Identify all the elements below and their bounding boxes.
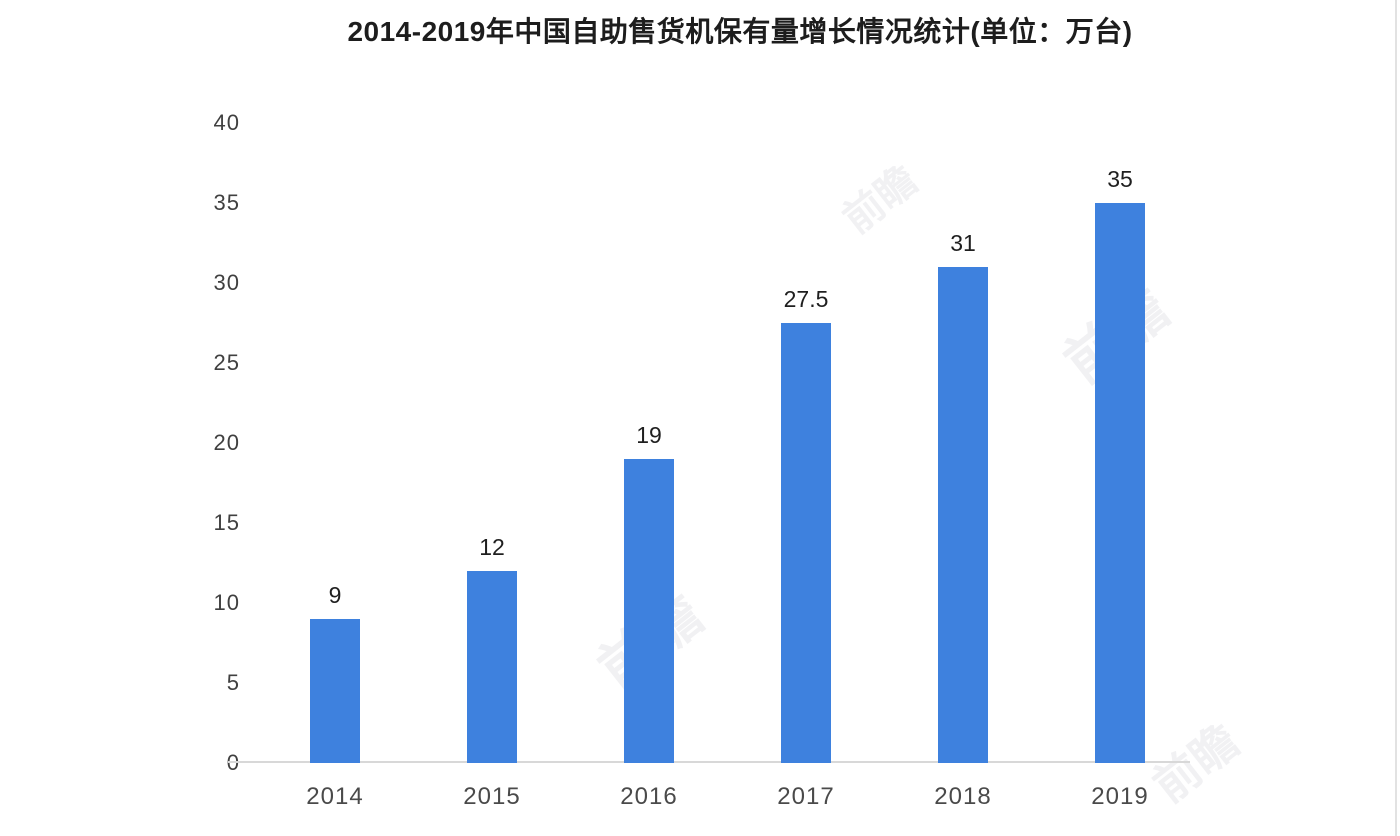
bar-value-label: 31 <box>950 230 976 256</box>
bar-2017 <box>781 323 831 763</box>
y-axis-tick-label: 30 <box>213 270 240 295</box>
y-axis-tick-label: 40 <box>213 110 240 135</box>
x-axis-category-label: 2016 <box>620 783 678 810</box>
bar-value-label: 35 <box>1107 166 1133 192</box>
y-axis-tick-label: 10 <box>213 590 240 615</box>
bar-value-label: 19 <box>636 422 662 448</box>
x-axis-category-label: 2017 <box>777 783 835 810</box>
x-axis-line <box>228 761 1190 763</box>
chart-title: 2014-2019年中国自助售货机保有量增长情况统计(单位：万台) <box>347 16 1133 47</box>
bar-2015 <box>467 571 517 763</box>
y-axis-tick-label: 35 <box>213 190 240 215</box>
page-edge-line <box>1395 0 1397 836</box>
bar-value-label: 27.5 <box>783 286 829 312</box>
x-axis-category-label: 2014 <box>306 783 364 810</box>
x-axis-category-label: 2015 <box>463 783 521 810</box>
y-axis-tick-label: 0 <box>160 750 240 776</box>
bar-value-label: 9 <box>328 582 342 608</box>
y-axis-tick-label: 20 <box>213 430 240 455</box>
bar-2016 <box>624 459 674 763</box>
y-axis-tick-label: 15 <box>213 510 240 535</box>
bar-2014 <box>310 619 360 763</box>
x-axis-category-label: 2018 <box>934 783 992 810</box>
bar-2019 <box>1095 203 1145 763</box>
y-axis-tick-label: 5 <box>226 670 240 695</box>
y-axis-tick-label: 25 <box>213 350 240 375</box>
bar-value-label: 12 <box>479 534 505 560</box>
x-axis-category-label: 2019 <box>1091 783 1149 810</box>
bar-2018 <box>938 267 988 763</box>
